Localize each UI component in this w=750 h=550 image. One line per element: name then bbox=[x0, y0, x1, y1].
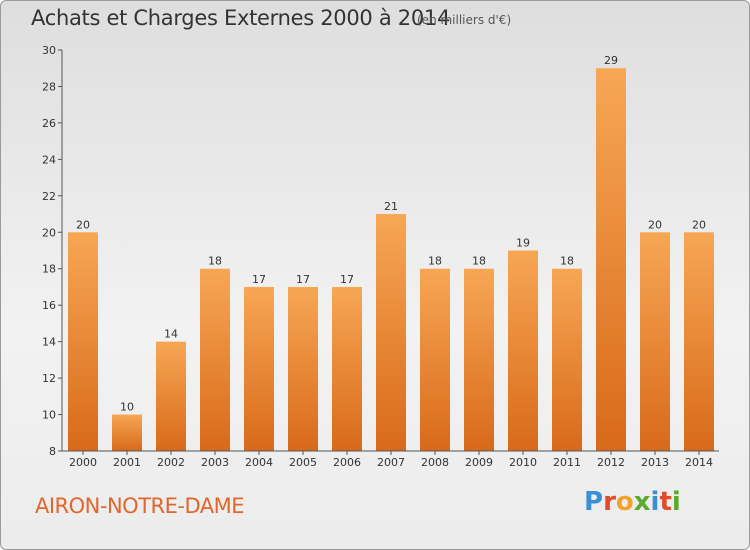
logo-letter: x bbox=[633, 487, 651, 517]
x-tick-label-2009: 2009 bbox=[465, 456, 493, 469]
logo-letter: P bbox=[584, 487, 604, 517]
value-label-2006: 17 bbox=[340, 273, 354, 286]
y-tick-label-16: 16 bbox=[42, 299, 56, 312]
chart-subtitle: (en milliers d'€) bbox=[417, 13, 512, 27]
x-tick-label-2007: 2007 bbox=[377, 456, 405, 469]
bar-2014 bbox=[684, 232, 714, 451]
bar-2009 bbox=[464, 268, 494, 451]
y-tick-label-18: 18 bbox=[42, 263, 56, 276]
bar-2004 bbox=[244, 286, 274, 451]
x-tick-label-2002: 2002 bbox=[157, 456, 185, 469]
bar-2010 bbox=[508, 250, 538, 451]
bar-2005 bbox=[288, 286, 318, 451]
x-tick-label-2011: 2011 bbox=[553, 456, 581, 469]
logo-letter: i bbox=[650, 487, 660, 517]
y-tick-label-22: 22 bbox=[42, 190, 56, 203]
value-label-2004: 17 bbox=[252, 273, 266, 286]
bar-2002 bbox=[156, 341, 186, 451]
value-label-2003: 18 bbox=[208, 255, 222, 268]
logo-letter: i bbox=[671, 487, 681, 517]
x-tick-label-2010: 2010 bbox=[509, 456, 537, 469]
bar-2012 bbox=[596, 68, 626, 452]
value-label-2001: 10 bbox=[120, 401, 134, 414]
value-label-2013: 20 bbox=[648, 218, 662, 231]
x-tick-label-2014: 2014 bbox=[685, 456, 713, 469]
value-label-2005: 17 bbox=[296, 273, 310, 286]
bar-2011 bbox=[552, 268, 582, 451]
x-tick-label-2006: 2006 bbox=[333, 456, 361, 469]
value-label-2014: 20 bbox=[692, 218, 706, 231]
chart-title: Achats et Charges Externes 2000 à 2014 bbox=[31, 6, 451, 30]
bar-2006 bbox=[332, 286, 362, 451]
value-label-2010: 19 bbox=[516, 237, 530, 250]
y-tick-label-24: 24 bbox=[42, 153, 56, 166]
value-label-2002: 14 bbox=[164, 328, 178, 341]
value-label-2009: 18 bbox=[472, 255, 486, 268]
logo-letter: o bbox=[615, 487, 634, 517]
commune-name: AIRON-NOTRE-DAME bbox=[35, 494, 245, 518]
x-tick-label-2000: 2000 bbox=[69, 456, 97, 469]
bars-group: 20 10 14 18 17 17 17 21 18 18 19 18 29 20 20 bbox=[68, 54, 714, 452]
y-tick-label-8: 8 bbox=[49, 445, 56, 458]
bar-2000 bbox=[68, 232, 98, 451]
y-tick-label-14: 14 bbox=[42, 336, 56, 349]
value-label-2008: 18 bbox=[428, 255, 442, 268]
value-label-2012: 29 bbox=[604, 54, 618, 67]
y-tick-label-10: 10 bbox=[42, 409, 56, 422]
x-tick-label-2004: 2004 bbox=[245, 456, 273, 469]
x-tick-label-2003: 2003 bbox=[201, 456, 229, 469]
value-label-2007: 21 bbox=[384, 200, 398, 213]
value-label-2000: 20 bbox=[76, 218, 90, 231]
bar-2001 bbox=[112, 414, 142, 451]
value-label-2011: 18 bbox=[560, 255, 574, 268]
logo-letter: r bbox=[603, 487, 616, 517]
bar-2008 bbox=[420, 268, 450, 451]
x-tick-label-2012: 2012 bbox=[597, 456, 625, 469]
bar-2007 bbox=[376, 214, 406, 451]
logo-letter: t bbox=[659, 487, 672, 517]
x-tick-label-2005: 2005 bbox=[289, 456, 317, 469]
axes-group: 2000 2001 2002 2003 2004 2005 2006 2007 2008 2009… bbox=[42, 44, 719, 469]
proxiti-logo: Proxiti bbox=[584, 487, 681, 517]
x-tick-label-2013: 2013 bbox=[641, 456, 669, 469]
y-tick-label-28: 28 bbox=[42, 80, 56, 93]
y-tick-label-26: 26 bbox=[42, 117, 56, 130]
bar-2003 bbox=[200, 268, 230, 451]
y-tick-label-12: 12 bbox=[42, 372, 56, 385]
x-tick-label-2008: 2008 bbox=[421, 456, 449, 469]
x-tick-label-2001: 2001 bbox=[113, 456, 141, 469]
y-tick-label-30: 30 bbox=[42, 44, 56, 57]
bar-2013 bbox=[640, 232, 670, 451]
y-tick-label-20: 20 bbox=[42, 226, 56, 239]
